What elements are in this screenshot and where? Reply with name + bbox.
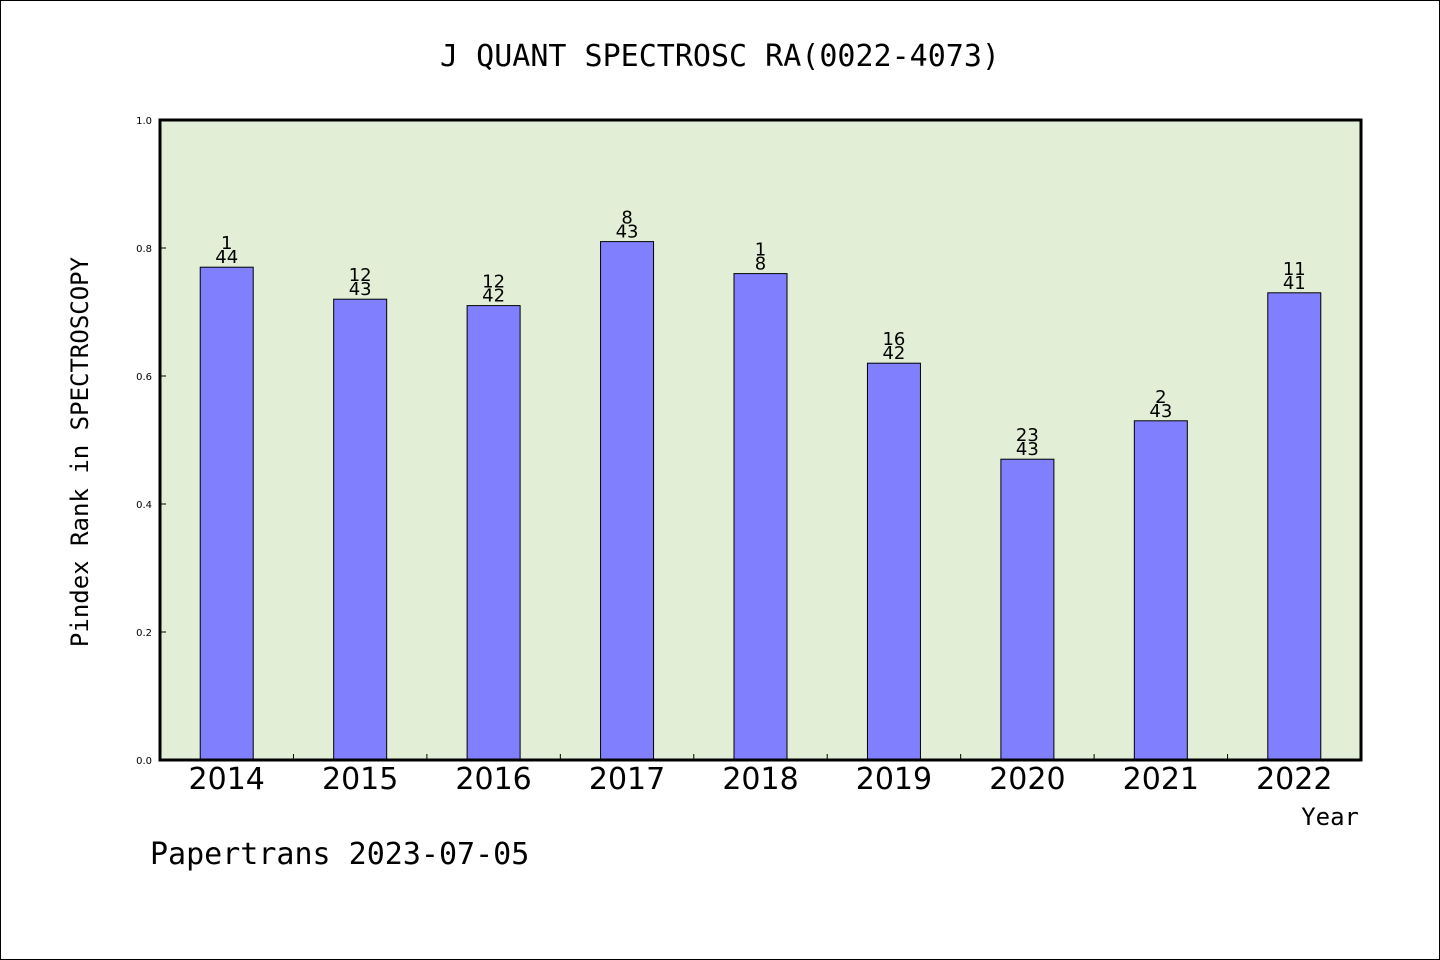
y-tick-label: 0.2 — [136, 628, 152, 639]
bar-total-label: 8 — [755, 254, 766, 275]
plot-border — [158, 118, 1363, 762]
bar-2018 — [733, 273, 788, 761]
chart-title: J QUANT SPECTROSC RA(0022-4073) — [440, 39, 1000, 74]
bar-total-label: 42 — [482, 286, 505, 307]
bar-rank-label: 16 — [882, 329, 905, 350]
x-tick-label: 2021 — [1123, 762, 1199, 797]
bar-rank-label: 1 — [755, 240, 766, 261]
bar-total-label: 43 — [1016, 439, 1039, 460]
x-tick-label: 2018 — [722, 762, 798, 797]
bar-rank-label: 11 — [1283, 259, 1306, 280]
x-tick-label: 2019 — [856, 762, 932, 797]
x-tick-label: 2022 — [1256, 762, 1332, 797]
bar-rank-label: 8 — [621, 208, 632, 229]
y-tick-label: 0.8 — [136, 244, 152, 255]
y-tick-label: 0.6 — [136, 372, 152, 383]
bar-total-label: 43 — [616, 222, 639, 243]
y-tick-label: 1.0 — [136, 116, 152, 127]
bar-2022 — [1267, 292, 1322, 761]
bar-total-label: 44 — [215, 247, 238, 268]
y-tick-label: 0.0 — [136, 756, 152, 767]
bars-layer — [199, 241, 1322, 761]
bar-rank-label: 23 — [1016, 425, 1039, 446]
bar-rank-label: 1 — [221, 233, 232, 254]
bar-rank-label: 2 — [1155, 387, 1166, 408]
x-axis-label: Year — [1301, 803, 1359, 831]
x-axis-ticks: 2014 2015 2016 2017 2018 2019 2020 2021 2022 — [189, 754, 1332, 797]
bar-2020 — [1000, 458, 1055, 761]
bar-2014 — [199, 266, 254, 761]
y-tick-label: 0.4 — [136, 500, 152, 511]
bar-total-label: 43 — [1149, 401, 1172, 422]
y-axis-label: Pindex Rank in SPECTROSCOPY — [66, 256, 94, 647]
footer-credit: Papertrans 2023-07-05 — [150, 837, 529, 872]
x-tick-label: 2014 — [189, 762, 265, 797]
bar-total-label: 41 — [1283, 273, 1306, 294]
x-tick-label: 2016 — [455, 762, 531, 797]
bar-rank-label: 12 — [482, 272, 505, 293]
bar-total-label: 43 — [349, 279, 372, 300]
x-tick-label: 2017 — [589, 762, 665, 797]
bar-2021 — [1133, 420, 1188, 761]
bar-rank-label: 12 — [349, 265, 372, 286]
bar-2015 — [333, 298, 388, 761]
bar-2019 — [866, 362, 921, 761]
bar-2017 — [600, 241, 655, 761]
bar-total-label: 42 — [882, 343, 905, 364]
bar-2016 — [466, 305, 521, 761]
x-tick-label: 2020 — [989, 762, 1065, 797]
x-tick-label: 2015 — [322, 762, 398, 797]
